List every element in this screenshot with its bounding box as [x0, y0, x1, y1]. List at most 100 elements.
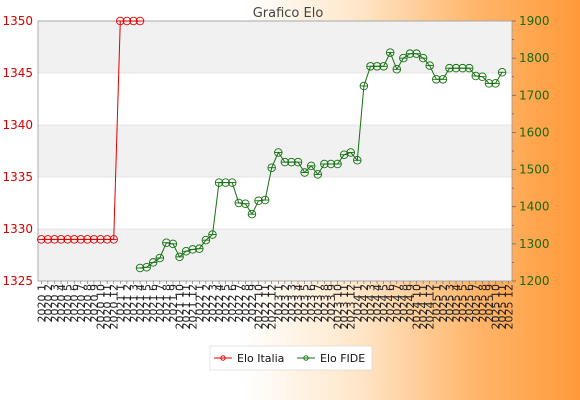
point-marker	[254, 196, 263, 206]
legend-fide-marker	[303, 355, 309, 361]
x-tick-label: 2021 8	[160, 284, 173, 323]
x-tick-label: 2025 4	[450, 284, 463, 323]
x-tick-label: 2023 10	[332, 284, 345, 330]
point-marker	[313, 170, 323, 179]
point-marker	[491, 79, 500, 88]
point-marker	[478, 72, 487, 81]
data-point	[254, 196, 263, 206]
x-tick-label: 2025 6	[463, 284, 476, 323]
x-tick-label: 2025 12	[503, 284, 516, 330]
x-tick-label: 2020 10	[95, 284, 108, 330]
x-tick-label: 2025 3	[443, 284, 456, 323]
left-tick-label: 1345	[2, 66, 33, 80]
right-axis: 1200 1300 1400 1500 1600 1700 1800 1900	[512, 14, 550, 288]
grid-band	[38, 229, 512, 281]
x-tick-label: 2023 9	[325, 284, 338, 323]
x-tick-label: 2022 7	[233, 284, 246, 323]
data-point	[181, 247, 191, 256]
data-point	[208, 230, 217, 239]
x-tick-label: 2022 1	[193, 284, 206, 323]
x-tick-label: 2023 5	[299, 284, 312, 323]
data-point	[359, 81, 369, 91]
right-tick-label: 1400	[519, 200, 550, 214]
point-marker	[346, 148, 355, 157]
data-point	[346, 148, 355, 157]
x-tick-label: 2024 4	[371, 284, 384, 323]
data-point	[142, 263, 151, 272]
point-marker	[300, 168, 309, 177]
legend-fide-label: Elo FIDE	[320, 352, 365, 365]
data-point	[385, 48, 395, 57]
data-point	[471, 71, 481, 81]
point-marker	[148, 258, 158, 267]
data-point	[162, 238, 171, 247]
x-tick-label: 2024 2	[358, 284, 371, 323]
data-point	[267, 163, 276, 172]
x-tick-label: 2021 11	[180, 284, 193, 330]
data-point	[412, 49, 421, 58]
x-tick-label: 2020 11	[101, 284, 114, 330]
left-tick-label: 1335	[2, 170, 33, 184]
data-point	[491, 79, 500, 88]
data-point	[195, 244, 204, 253]
legend-italia-label: Elo Italia	[237, 352, 284, 365]
x-tick-label: 2024 1	[351, 284, 364, 323]
data-point	[464, 63, 474, 73]
point-marker	[181, 247, 191, 256]
x-tick-label: 2025 8	[476, 284, 489, 323]
point-marker	[175, 252, 184, 262]
right-tick-label: 1800	[519, 51, 550, 65]
legend: Elo Italia Elo FIDE	[209, 345, 373, 371]
data-point	[333, 159, 342, 169]
chart-title: Grafico Elo	[253, 6, 324, 21]
point-marker	[247, 209, 257, 219]
left-tick-label: 1325	[2, 274, 33, 288]
point-marker	[464, 63, 474, 73]
x-tick-label: 2023 4	[292, 284, 305, 323]
data-point	[241, 199, 250, 208]
x-tick-label: 2024 10	[411, 284, 424, 330]
x-tick-label: 2021 5	[141, 284, 154, 323]
data-point	[306, 161, 316, 171]
data-point	[418, 53, 428, 63]
x-tick-label: 2024 6	[384, 284, 397, 323]
legend-box	[209, 345, 373, 371]
x-tick-label: 2020 5	[62, 284, 75, 323]
x-tick-label: 2020 6	[68, 284, 81, 323]
x-tick-label: 2022 6	[226, 284, 239, 323]
data-point	[227, 178, 237, 187]
x-tick-label: 2024 9	[404, 284, 417, 323]
x-tick-label: 2025 2	[437, 284, 450, 323]
data-point	[399, 53, 408, 63]
point-marker	[293, 157, 303, 167]
right-tick-label: 1200	[519, 274, 550, 288]
x-tick-label: 2022 2	[200, 284, 213, 323]
x-tick-label: 2022 4	[213, 284, 226, 323]
x-tick-label: 2021 3	[127, 284, 140, 323]
right-tick-label: 1700	[519, 88, 550, 102]
x-tick-label: 2021 9	[167, 284, 180, 323]
right-tick-label: 1600	[519, 125, 550, 139]
point-marker	[208, 230, 217, 239]
point-marker	[135, 263, 145, 273]
point-marker	[333, 159, 342, 169]
data-point	[293, 157, 303, 167]
data-point	[234, 198, 244, 208]
point-marker	[142, 263, 151, 272]
x-tick-label: 2021 7	[154, 284, 167, 323]
x-tick-label: 2022 9	[246, 284, 259, 323]
x-tick-label: 2022 5	[220, 284, 233, 323]
data-point	[313, 170, 323, 179]
point-marker	[385, 48, 395, 57]
point-marker	[188, 245, 197, 254]
x-tick-label: 2025 5	[457, 284, 470, 323]
x-tick-label: 2023 6	[305, 284, 318, 323]
data-point	[438, 75, 448, 84]
data-point	[300, 168, 309, 177]
point-marker	[155, 253, 165, 263]
x-tick-label: 2020 8	[81, 284, 94, 323]
x-tick-label: 2020 3	[48, 284, 61, 323]
point-marker	[379, 62, 388, 71]
x-tick-label: 2022 11	[259, 284, 272, 330]
